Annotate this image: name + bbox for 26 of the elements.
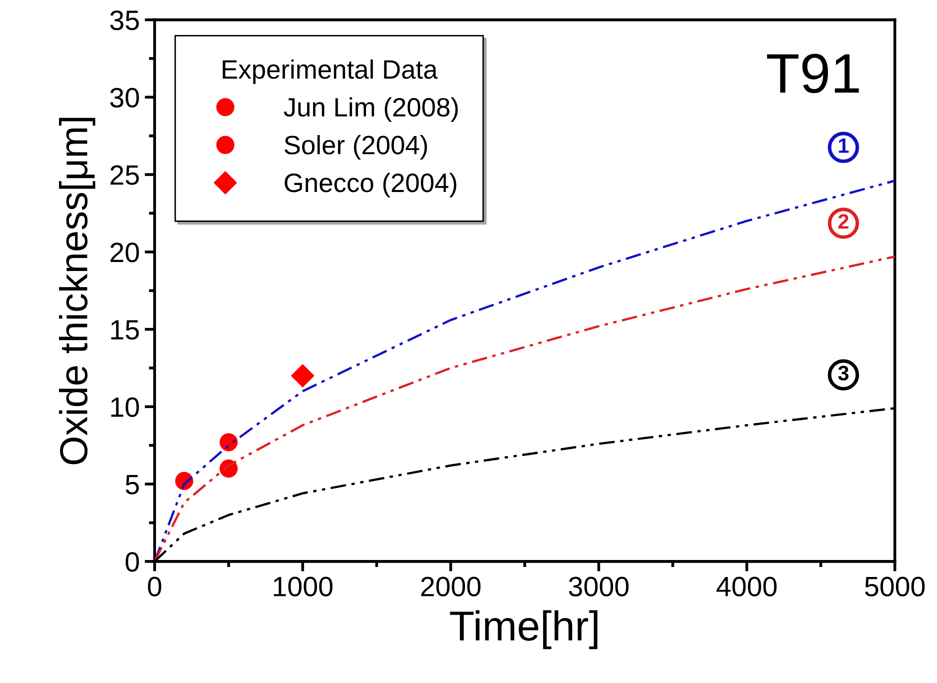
legend-label: Jun Lim (2008) (284, 97, 458, 122)
x-tick-label: 1000 (274, 576, 332, 596)
annotation: 1 (838, 138, 849, 153)
y-tick-label: 10 (111, 397, 139, 418)
x-axis-title: Time[hr] (450, 610, 598, 650)
annotation: 2 (838, 214, 848, 229)
legend-title: Experimental Data (222, 59, 438, 84)
y-tick-label: 15 (111, 320, 139, 340)
point (291, 364, 314, 388)
x-tick-label: 3000 (568, 576, 629, 596)
y-tick-label: 20 (110, 242, 139, 262)
y-tick-label: 35 (110, 10, 139, 30)
y-axis-title: Oxide thickness[μm] (58, 118, 96, 464)
y-tick-label: 5 (126, 475, 139, 494)
legend-label: Soler (2004) (284, 135, 427, 160)
annotation: 3 (838, 366, 848, 381)
point (220, 433, 238, 452)
x-tick-label: 0 (148, 576, 162, 596)
annotation: T91 (767, 54, 859, 94)
x-tick-label: 2000 (421, 576, 481, 596)
y-tick-label: 30 (110, 88, 139, 108)
y-tick-label: 25 (110, 165, 139, 185)
legend-label: Gnecco (2004) (284, 172, 456, 198)
x-tick-label: 4000 (716, 576, 777, 596)
y-tick-label: 0 (126, 552, 139, 572)
x-tick-label: 5000 (865, 576, 925, 596)
